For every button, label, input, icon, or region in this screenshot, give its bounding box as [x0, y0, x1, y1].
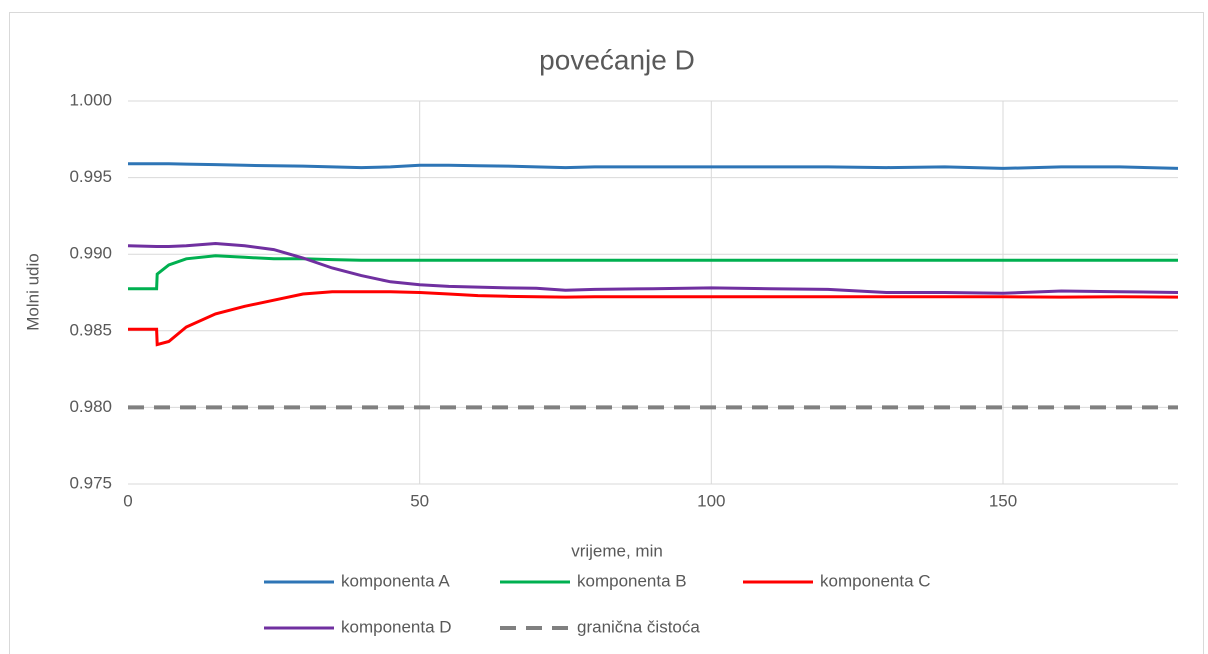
series-line — [128, 254, 1178, 291]
legend-label: granična čistoća — [577, 617, 700, 636]
x-tick-label: 0 — [123, 491, 132, 510]
y-tick-label: 0.985 — [69, 320, 112, 339]
y-tick-label: 0.990 — [69, 244, 112, 263]
series-line — [128, 290, 1179, 347]
x-tick-label: 150 — [989, 491, 1017, 510]
y-tick-label: 0.995 — [69, 167, 112, 186]
x-tick-label: 50 — [410, 491, 429, 510]
legend-label: komponenta D — [341, 617, 452, 636]
y-tick-label: 0.975 — [69, 473, 112, 492]
series-line — [127, 241, 1179, 295]
legend-label: komponenta A — [341, 571, 450, 590]
x-tick-label: 100 — [697, 491, 725, 510]
y-tick-label: 1.000 — [69, 90, 112, 109]
legend-label: komponenta C — [820, 571, 931, 590]
chart-title: povećanje D — [539, 44, 695, 75]
y-axis-label: Molni udio — [23, 253, 42, 331]
legend-label: komponenta B — [577, 571, 687, 590]
y-tick-label: 0.980 — [69, 397, 112, 416]
x-axis-label: vrijeme, min — [571, 541, 663, 560]
series-line — [128, 162, 1179, 170]
chart-frame — [9, 12, 1204, 654]
